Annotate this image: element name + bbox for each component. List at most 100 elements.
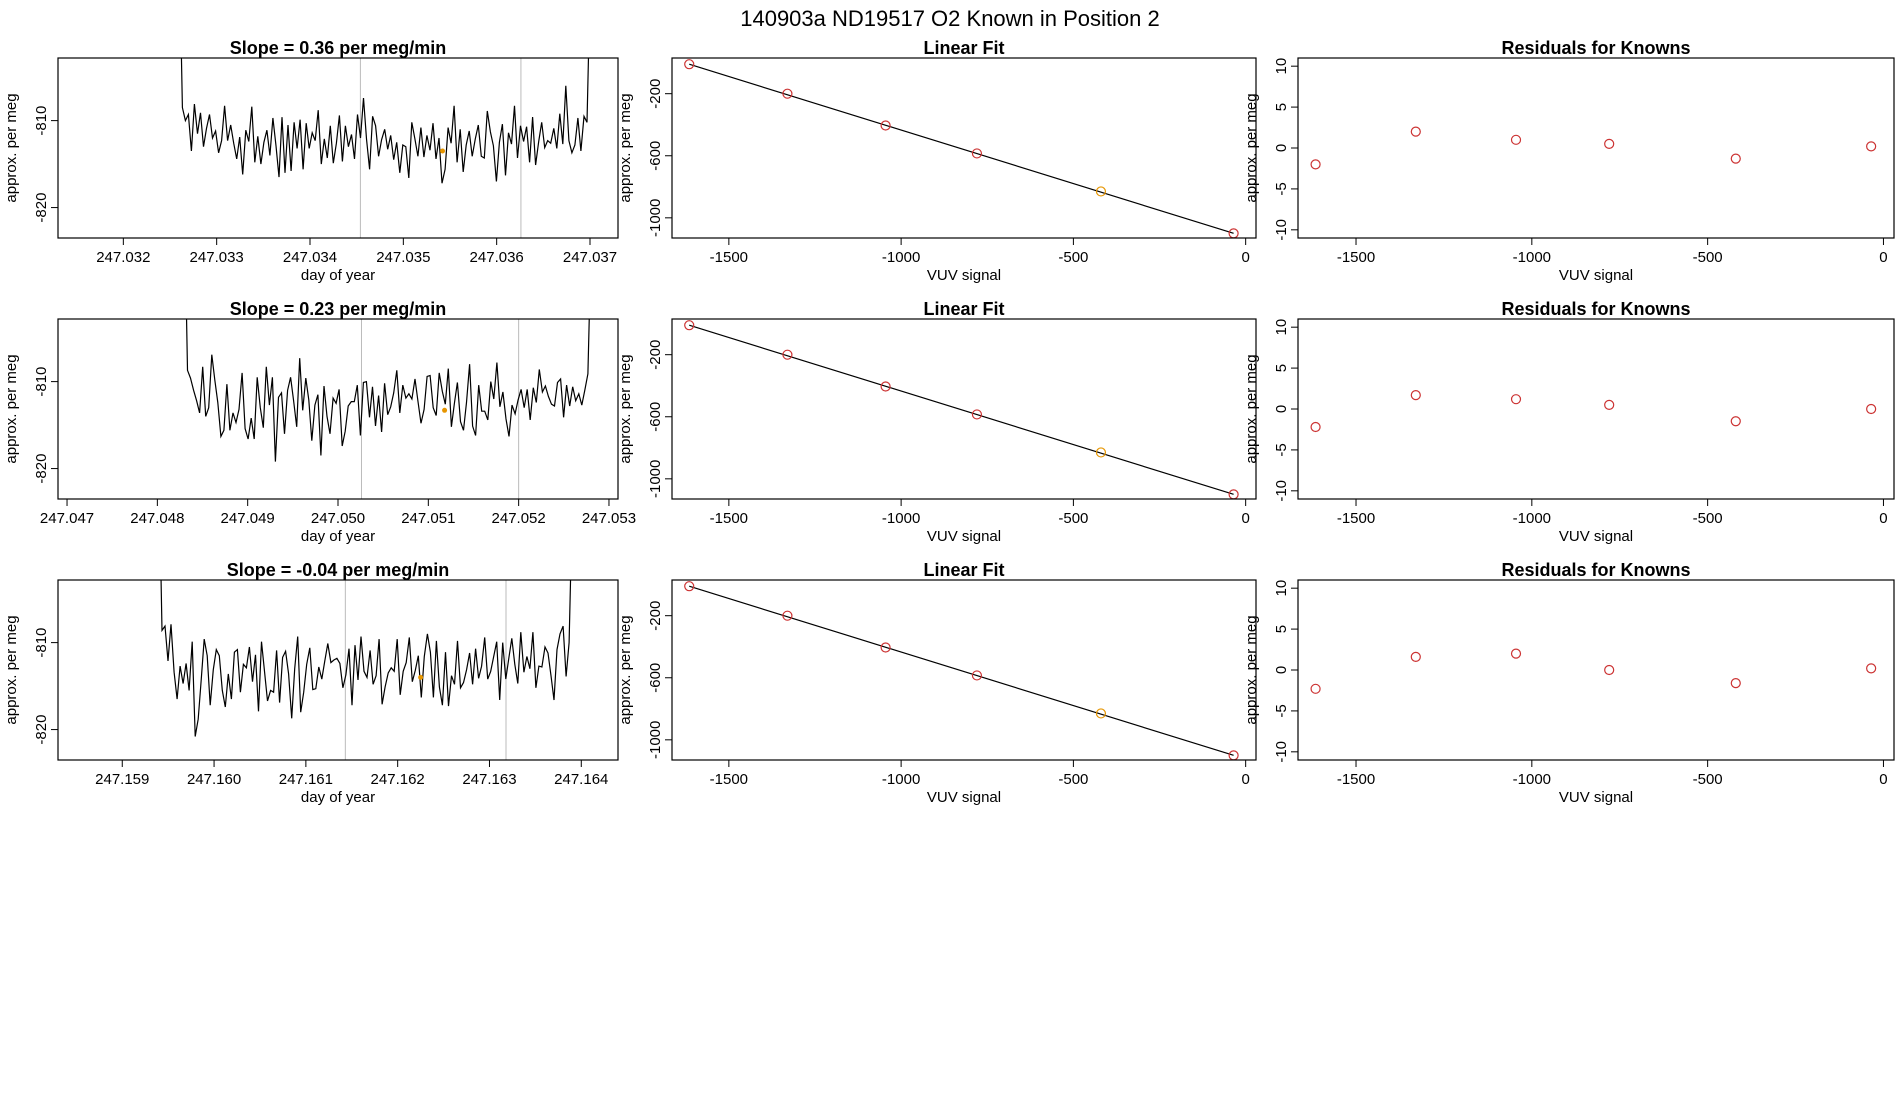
x-tick-label: 0 [1879, 510, 1887, 527]
data-point [684, 59, 695, 70]
data-series-line [185, 319, 590, 462]
x-tick-label: 247.053 [582, 510, 636, 527]
y-axis-label: approx. per meg [617, 354, 634, 463]
x-tick-label: 247.159 [95, 771, 149, 788]
x-axis-label: VUV signal [1559, 789, 1633, 806]
data-point [971, 670, 983, 681]
plot-area [1310, 648, 1877, 694]
data-series-line [160, 580, 572, 737]
highlight-point [418, 674, 424, 680]
x-tick-label: 247.161 [279, 771, 333, 788]
x-tick-label: 247.052 [492, 510, 546, 527]
y-tick-label: 0 [1273, 405, 1290, 413]
chart-panel-3: Residuals for Knowns-1500 -1000 -500 0-10-5… [1243, 38, 1895, 284]
data-point [880, 381, 891, 392]
data-point [1604, 664, 1615, 676]
data-point [1310, 683, 1321, 694]
y-tick-label: 10 [1273, 58, 1290, 75]
plot-area [185, 319, 590, 499]
x-axis-label: day of year [301, 789, 375, 806]
data-point [880, 120, 891, 131]
page-title: 140903a ND19517 O2 Known in Position 2 [740, 6, 1160, 31]
highlight-point [442, 407, 448, 413]
x-tick-label: -1000 [882, 249, 920, 266]
x-axis-label: VUV signal [927, 789, 1001, 806]
data-point [1095, 708, 1107, 719]
x-tick-label: -1000 [882, 771, 920, 788]
data-point [782, 610, 793, 621]
y-axis-label: approx. per meg [1243, 93, 1260, 202]
y-tick-label: -200 [647, 601, 664, 631]
chart-title: Residuals for Knowns [1501, 299, 1690, 319]
plot-area [180, 58, 590, 238]
data-point [971, 409, 983, 420]
data-point [1866, 403, 1877, 415]
data-point [1410, 126, 1421, 137]
data-point [1604, 138, 1615, 150]
data-point [1510, 134, 1522, 145]
x-axis-label: VUV signal [927, 267, 1001, 284]
y-tick-label: 0 [1273, 144, 1290, 152]
data-point [782, 349, 793, 360]
x-axis-label: day of year [301, 267, 375, 284]
y-axis-label: approx. per meg [617, 615, 634, 724]
chart-panel-1: Slope = 0.36 per meg/min 247.032 247.033 24… [3, 38, 619, 284]
data-point [1310, 159, 1321, 170]
plot-frame [57, 579, 619, 761]
y-tick-label: -1000 [647, 721, 664, 759]
x-tick-label: -1000 [882, 510, 920, 527]
y-tick-label: -600 [647, 402, 664, 432]
x-tick-label: 247.035 [376, 249, 430, 266]
y-tick-label: -1000 [647, 460, 664, 498]
y-tick-label: -200 [647, 340, 664, 370]
data-point [684, 320, 695, 331]
data-point [782, 88, 793, 99]
data-point [1095, 447, 1107, 458]
chart-panel-2: Linear Fit -1500 -1000 -500 0 -1000 -600 -200 VU… [617, 38, 1257, 284]
y-tick-label: -810 [33, 367, 50, 397]
y-tick-label: 10 [1273, 319, 1290, 336]
data-point [880, 642, 891, 653]
y-axis-label: approx. per meg [1243, 615, 1260, 724]
data-point [1095, 186, 1107, 197]
data-point [1510, 648, 1522, 659]
x-tick-label: -1000 [1513, 249, 1551, 266]
chart-panel-8: Linear Fit -1500 -1000 -500 0 -1000 -600 -200 VU… [617, 560, 1257, 806]
data-point [1510, 394, 1522, 405]
chart-panel-5: Linear Fit -1500 -1000 -500 0 -1000 -600 -200 VU… [617, 299, 1257, 545]
chart-title: Slope = -0.04 per meg/min [227, 560, 450, 580]
y-tick-label: 10 [1273, 580, 1290, 597]
chart-title: Slope = 0.36 per meg/min [230, 38, 447, 58]
y-tick-label: 5 [1273, 364, 1290, 372]
plot-frame [57, 318, 619, 500]
data-point [1410, 389, 1421, 401]
data-point [684, 581, 695, 592]
data-point [1866, 663, 1877, 674]
x-tick-label: 0 [1241, 249, 1249, 266]
plot-frame [1297, 579, 1895, 761]
y-tick-label: -5 [1273, 443, 1290, 456]
chart-panel-7: Slope = -0.04 per meg/min 247.159 247.160 2… [3, 560, 619, 806]
x-axis-label: VUV signal [1559, 528, 1633, 545]
data-point [1730, 677, 1741, 689]
x-tick-label: 0 [1879, 771, 1887, 788]
y-axis-label: approx. per meg [617, 93, 634, 202]
plot-area [1310, 389, 1877, 433]
x-tick-label: -500 [1693, 510, 1723, 527]
y-tick-label: -1000 [647, 199, 664, 237]
x-tick-label: 247.033 [190, 249, 244, 266]
data-point [1310, 421, 1321, 433]
x-tick-label: -1500 [710, 771, 748, 788]
plot-area [684, 320, 1239, 499]
x-tick-label: -1500 [1337, 510, 1375, 527]
x-tick-label: 247.036 [470, 249, 524, 266]
y-tick-label: -10 [1273, 219, 1290, 241]
data-point [1730, 153, 1741, 164]
fit-line [689, 585, 1234, 756]
chart-title: Residuals for Knowns [1501, 560, 1690, 580]
plot-frame [1297, 318, 1895, 500]
y-tick-label: 0 [1273, 666, 1290, 674]
plot-area [160, 580, 572, 760]
x-axis-label: VUV signal [1559, 267, 1633, 284]
data-point [1866, 141, 1877, 152]
